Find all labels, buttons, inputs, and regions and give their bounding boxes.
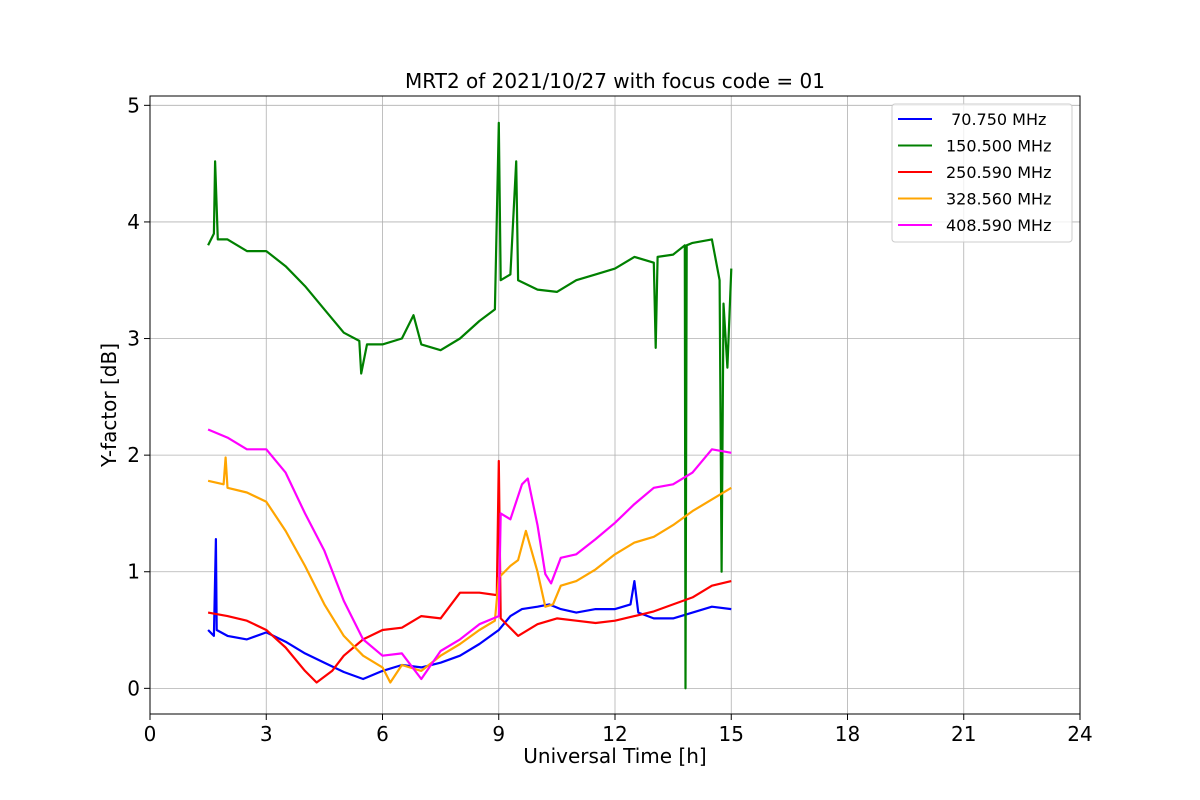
legend-label-2: 250.590 MHz bbox=[946, 163, 1051, 182]
x-tick-label: 21 bbox=[951, 722, 976, 746]
x-tick-label: 6 bbox=[376, 722, 389, 746]
series-line-0 bbox=[207, 538, 732, 681]
x-tick-label: 15 bbox=[719, 722, 744, 746]
x-tick-label: 0 bbox=[144, 722, 157, 746]
series-lines bbox=[207, 121, 733, 690]
x-tick-label: 24 bbox=[1067, 722, 1092, 746]
y-tick-label: 3 bbox=[127, 327, 140, 351]
chart-title: MRT2 of 2021/10/27 with focus code = 01 bbox=[405, 69, 825, 93]
legend-label-4: 408.590 MHz bbox=[946, 216, 1051, 235]
legend-box bbox=[891, 103, 1073, 243]
legend-label-1: 150.500 MHz bbox=[946, 137, 1051, 156]
y-tick-label: 1 bbox=[127, 560, 140, 584]
x-tick-label: 12 bbox=[602, 722, 627, 746]
series-line-2 bbox=[207, 459, 732, 684]
y-tick-label: 4 bbox=[127, 210, 140, 234]
x-tick-label: 3 bbox=[260, 722, 273, 746]
series-line-4 bbox=[207, 428, 732, 681]
x-tick-label: 9 bbox=[492, 722, 505, 746]
y-tick-label: 0 bbox=[127, 676, 140, 700]
y-axis-label: Y-factor [dB] bbox=[97, 343, 121, 468]
legend-label-0: 70.750 MHz bbox=[946, 110, 1046, 129]
series-line-1 bbox=[207, 121, 733, 690]
y-tick-label: 5 bbox=[127, 93, 140, 117]
x-tick-label: 18 bbox=[835, 722, 860, 746]
legend: 70.750 MHz 150.500 MHz 250.590 MHz 328.560 … bbox=[891, 103, 1073, 243]
legend-label-3: 328.560 MHz bbox=[946, 190, 1051, 209]
x-axis-label: Universal Time [h] bbox=[523, 744, 706, 768]
y-tick-label: 2 bbox=[127, 443, 140, 467]
series-line-3 bbox=[207, 456, 732, 684]
